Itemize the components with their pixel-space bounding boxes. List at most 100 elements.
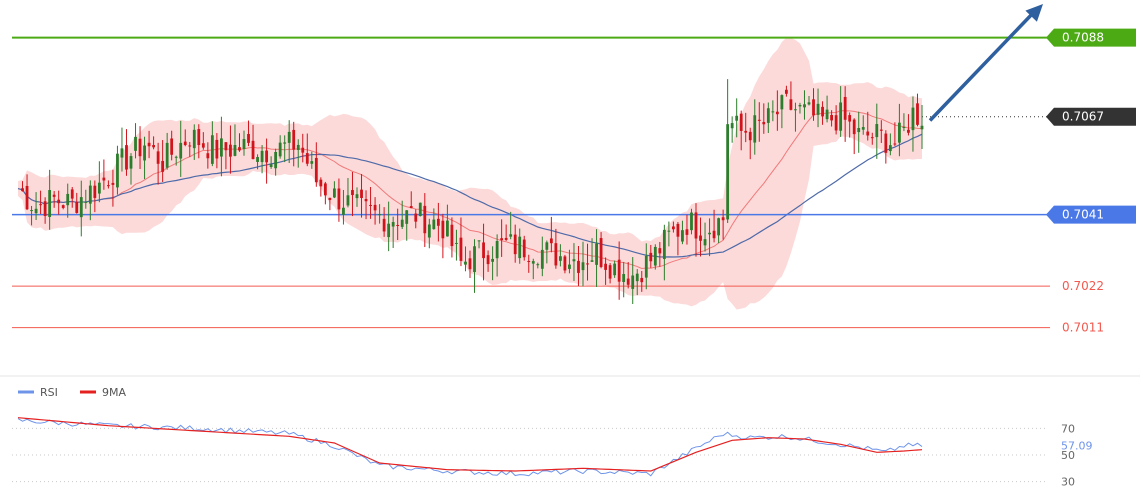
rsi-line — [17, 418, 923, 477]
candle — [717, 217, 721, 244]
candle — [468, 250, 472, 278]
candle — [102, 159, 106, 190]
candle — [93, 180, 97, 213]
candle — [219, 116, 223, 177]
candle — [43, 197, 47, 224]
candle — [224, 142, 228, 170]
candle — [595, 229, 598, 287]
candle — [342, 189, 345, 225]
candle — [206, 142, 210, 169]
candle — [464, 246, 467, 272]
candle — [721, 209, 725, 240]
candle — [825, 95, 829, 123]
candle — [617, 241, 621, 300]
candle — [671, 221, 675, 233]
candle — [179, 120, 183, 177]
candle — [852, 118, 856, 155]
candle — [84, 189, 88, 209]
candle — [260, 145, 264, 174]
candle — [210, 121, 214, 167]
candle — [775, 90, 779, 131]
candle — [423, 193, 427, 248]
candle — [486, 250, 490, 272]
candle — [803, 90, 806, 120]
candle — [414, 209, 418, 229]
candle — [75, 192, 79, 214]
candle — [897, 103, 901, 157]
candle — [744, 112, 748, 143]
candle — [382, 207, 386, 237]
rsi-legend-label: RSI — [40, 386, 58, 399]
candle — [351, 171, 354, 217]
candle — [577, 245, 580, 286]
candle — [699, 217, 702, 257]
candle — [780, 94, 784, 129]
candle — [436, 202, 440, 242]
candle — [491, 246, 495, 281]
ma-legend-label: 9MA — [102, 386, 126, 399]
candle — [459, 217, 463, 267]
candle — [676, 222, 680, 256]
candle — [690, 208, 693, 235]
candle — [174, 155, 178, 166]
trend-arrow-layer — [928, 4, 1043, 122]
candle — [296, 139, 300, 168]
candle — [305, 133, 309, 167]
candle — [170, 130, 174, 161]
candle — [129, 153, 133, 185]
candle — [893, 122, 897, 147]
candle — [821, 101, 824, 125]
candle — [21, 181, 24, 192]
rsi-tick-label: 70 — [1061, 422, 1075, 435]
candle — [287, 120, 291, 163]
candle — [106, 180, 110, 189]
candle — [920, 104, 924, 150]
candle — [509, 211, 513, 240]
candle — [644, 243, 648, 290]
candle — [409, 191, 413, 209]
candle — [215, 133, 219, 169]
candle — [590, 238, 594, 262]
candle — [369, 187, 372, 219]
candle — [626, 262, 630, 289]
candle — [884, 130, 888, 164]
candle — [513, 224, 517, 263]
candle — [134, 123, 137, 159]
candle — [332, 181, 336, 199]
candle — [247, 120, 250, 147]
candle — [328, 197, 332, 211]
candle — [712, 209, 716, 243]
candle — [256, 154, 259, 170]
candle — [703, 222, 707, 252]
candle — [34, 192, 38, 221]
candle — [681, 220, 684, 245]
candle — [97, 161, 101, 203]
candle — [635, 269, 639, 296]
candle — [183, 129, 187, 147]
candle — [238, 133, 241, 152]
candle — [161, 140, 165, 183]
candle — [586, 243, 589, 281]
candle — [902, 113, 906, 132]
candle — [156, 142, 160, 185]
candle — [830, 110, 834, 127]
candle — [405, 209, 409, 241]
candle — [843, 86, 847, 142]
candle — [319, 177, 323, 197]
candle — [61, 204, 65, 210]
candle — [269, 156, 273, 169]
moving-average-layer — [17, 110, 923, 270]
candle — [568, 249, 571, 274]
price-tags-layer: 0.7088 0.7067 0.7041 0.7022 0.7011 — [1046, 28, 1136, 335]
candle — [346, 177, 350, 208]
moving-average-slow-line — [17, 133, 923, 258]
candle — [450, 217, 454, 258]
candle — [861, 115, 865, 135]
candle — [120, 127, 124, 172]
candle — [143, 136, 146, 180]
candle — [396, 208, 400, 241]
candle — [292, 121, 296, 167]
candle — [188, 141, 192, 157]
candle — [640, 270, 644, 292]
candle — [418, 202, 422, 217]
